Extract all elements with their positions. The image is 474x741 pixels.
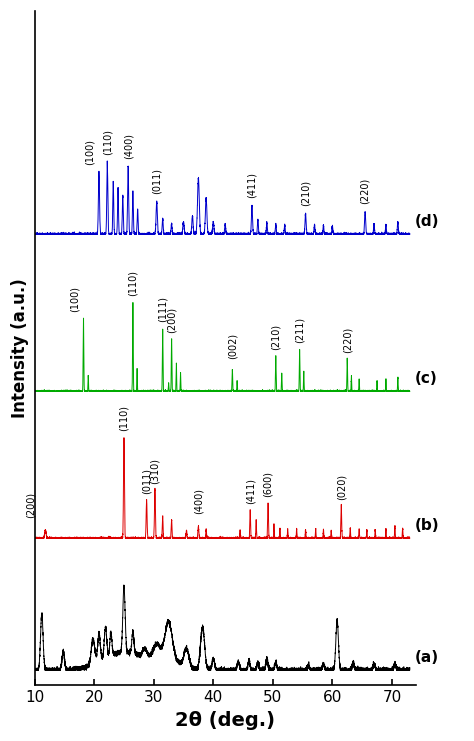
Text: (400): (400) xyxy=(193,488,203,514)
Text: (110): (110) xyxy=(128,270,138,296)
Text: (011): (011) xyxy=(142,468,152,494)
Text: (011): (011) xyxy=(152,167,162,193)
Text: (100): (100) xyxy=(70,286,80,312)
Text: (b): (b) xyxy=(415,519,439,534)
Text: (220): (220) xyxy=(360,178,370,204)
Text: (411): (411) xyxy=(247,172,257,198)
Text: (200): (200) xyxy=(166,307,177,333)
Text: (200): (200) xyxy=(26,492,36,518)
Y-axis label: Intensity (a.u.): Intensity (a.u.) xyxy=(11,279,29,418)
Text: (c): (c) xyxy=(415,371,438,386)
Text: (400): (400) xyxy=(123,133,133,159)
Text: (211): (211) xyxy=(295,316,305,343)
Text: (210): (210) xyxy=(301,179,310,206)
Text: (d): (d) xyxy=(415,214,439,229)
Text: (310): (310) xyxy=(150,458,160,484)
Text: (002): (002) xyxy=(228,333,237,359)
X-axis label: 2θ (deg.): 2θ (deg.) xyxy=(175,711,275,730)
Text: (111): (111) xyxy=(158,296,168,322)
Text: (110): (110) xyxy=(119,405,129,431)
Text: (020): (020) xyxy=(336,473,346,500)
Text: (600): (600) xyxy=(263,471,273,497)
Text: (a): (a) xyxy=(415,650,438,665)
Text: (210): (210) xyxy=(271,324,281,350)
Text: (220): (220) xyxy=(342,327,352,353)
Text: (110): (110) xyxy=(102,129,112,155)
Text: (100): (100) xyxy=(85,139,95,165)
Text: (411): (411) xyxy=(245,478,255,504)
